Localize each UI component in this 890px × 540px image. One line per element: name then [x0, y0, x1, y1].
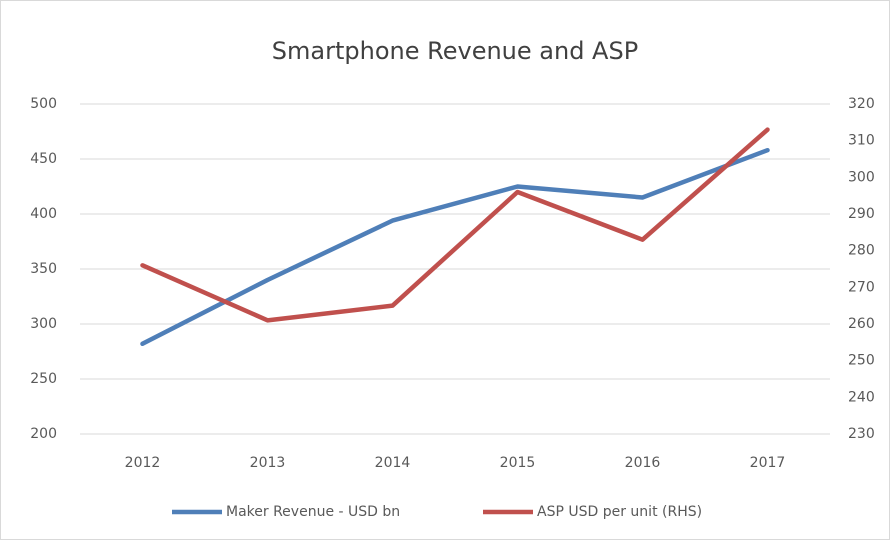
y2-tick-label: 290 [848, 206, 875, 222]
legend-label: ASP USD per unit (RHS) [537, 504, 702, 520]
y2-tick-label: 310 [848, 133, 875, 149]
x-tick-label: 2013 [250, 455, 286, 471]
x-tick-label: 2012 [125, 455, 161, 471]
y2-tick-label: 280 [848, 243, 875, 259]
y2-tick-label: 320 [848, 96, 875, 112]
y-tick-label: 500 [30, 96, 57, 112]
y-tick-label: 200 [30, 426, 57, 442]
x-tick-label: 2014 [375, 455, 411, 471]
y2-tick-label: 300 [848, 169, 875, 185]
y-tick-label: 400 [30, 206, 57, 222]
y-tick-label: 350 [30, 261, 57, 277]
y-tick-label: 250 [30, 371, 57, 387]
y-tick-label: 300 [30, 316, 57, 332]
line-series [140, 147, 770, 347]
y2-tick-label: 240 [848, 389, 875, 405]
chart-title: Smartphone Revenue and ASP [272, 37, 638, 65]
y2-tick-label: 230 [848, 426, 875, 442]
y2-tick-label: 270 [848, 279, 875, 295]
y2-tick-label: 260 [848, 316, 875, 332]
y2-tick-label: 250 [848, 353, 875, 369]
y-tick-label: 450 [30, 151, 57, 167]
line-series [140, 127, 770, 323]
x-tick-label: 2016 [625, 455, 661, 471]
legend-label: Maker Revenue - USD bn [226, 504, 400, 520]
x-tick-label: 2017 [750, 455, 786, 471]
x-tick-label: 2015 [500, 455, 536, 471]
